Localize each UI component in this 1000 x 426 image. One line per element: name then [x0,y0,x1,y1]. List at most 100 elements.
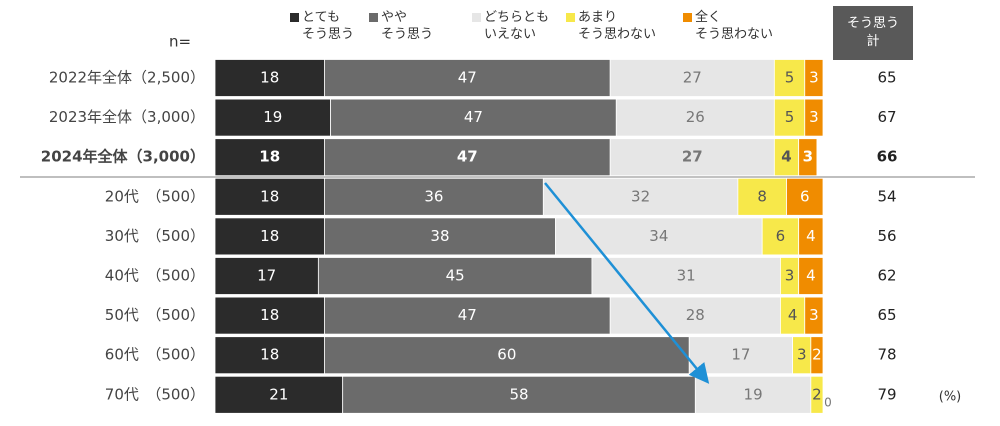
value-label: 47 [464,108,483,126]
bar-segment [214,177,325,216]
total-label: 56 [877,227,896,245]
value-label: 26 [686,108,705,126]
bar-segment [761,217,800,256]
total-label: 79 [877,385,896,403]
bar-segment [810,336,824,375]
value-label: 18 [260,227,279,245]
category-label: 20代 （500） [105,187,205,205]
value-label: 34 [649,227,668,245]
category-label: 60代 （500） [105,346,205,364]
value-label: 5 [785,108,795,126]
value-label: 17 [731,346,750,364]
bar-segment [324,217,556,256]
category-label: 2024年全体（3,000） [41,148,205,166]
total-label: 65 [877,69,896,87]
n-label: n= [169,33,191,51]
bar-segment [810,375,824,414]
bar-segment [804,98,824,137]
legend-label: どちらとも いえない [484,10,550,42]
value-label: 18 [259,148,280,166]
value-label: 27 [683,69,702,87]
bar-segment [542,177,739,216]
category-label: 70代 （500） [105,385,205,403]
value-label: 4 [788,306,798,324]
bar-segment [214,98,331,137]
value-label: 47 [457,148,478,166]
value-label: 18 [260,306,279,324]
value-label: 3 [797,346,807,364]
value-label: 0 [824,395,832,409]
value-label: 60 [497,346,516,364]
category-label: 50代 （500） [105,306,205,324]
bar-segment [798,217,824,256]
category-label: 2022年全体（2,500） [49,69,205,87]
bar-segment [324,177,544,216]
total-label: 66 [877,148,898,166]
value-label: 47 [458,306,477,324]
unit-label: (%) [939,390,962,405]
legend-label: 全く そう思わない [695,10,774,42]
legend-swatch [683,13,692,22]
value-label: 2 [812,346,822,364]
legend-label: やや そう思う [381,10,434,42]
value-label: 4 [806,267,816,285]
bar-segment [786,177,824,216]
bar-segment [214,375,344,414]
value-label: 3 [785,267,795,285]
bar-segment [609,138,775,177]
category-label: 40代 （500） [105,267,205,285]
bar-segment [330,98,617,137]
legend-swatch [369,13,378,22]
category-label: 2023年全体（3,000） [49,108,205,126]
total-label: 78 [877,346,896,364]
value-label: 27 [682,148,703,166]
value-label: 4 [781,148,791,166]
bar-segment [737,177,787,216]
value-label: 8 [757,187,767,205]
bar-segment [317,257,593,295]
value-label: 18 [260,346,279,364]
value-label: 17 [257,267,276,285]
value-label: 18 [260,69,279,87]
value-label: 58 [509,385,528,403]
bar-segment [214,217,325,256]
value-label: 6 [776,227,786,245]
bar-segment [324,59,611,97]
value-label: 47 [458,69,477,87]
bar-segment [798,138,818,177]
legend-swatch [472,13,481,22]
trend-arrow [544,182,710,384]
value-label: 38 [430,227,449,245]
legend-label: とても そう思う [302,10,355,42]
value-label: 3 [809,108,819,126]
legend-swatch [290,13,299,22]
value-label: 6 [800,187,810,205]
bar-segment [214,257,319,295]
value-label: 28 [686,306,705,324]
bar-segment [804,296,824,335]
bar-segment [804,59,824,97]
total-label: 62 [877,267,896,285]
bar-segment [591,257,781,295]
value-label: 19 [744,385,763,403]
bar-segment [688,336,793,375]
category-label: 30代 （500） [105,227,205,245]
value-label: 5 [785,69,795,87]
value-label: 31 [677,267,696,285]
bar-segment [214,138,325,177]
value-label: 45 [446,267,465,285]
total-label: 65 [877,306,896,324]
value-label: 18 [260,187,279,205]
legend-swatch [566,13,575,22]
totals-header: そう思う 計 [833,6,913,60]
total-label: 54 [877,187,896,205]
bar-segment [694,375,812,414]
value-label: 3 [809,69,819,87]
value-label: 2 [812,385,822,403]
bar-segment [324,296,611,335]
bar-segment [342,375,696,414]
bar-segment [798,257,824,295]
value-label: 32 [631,187,650,205]
